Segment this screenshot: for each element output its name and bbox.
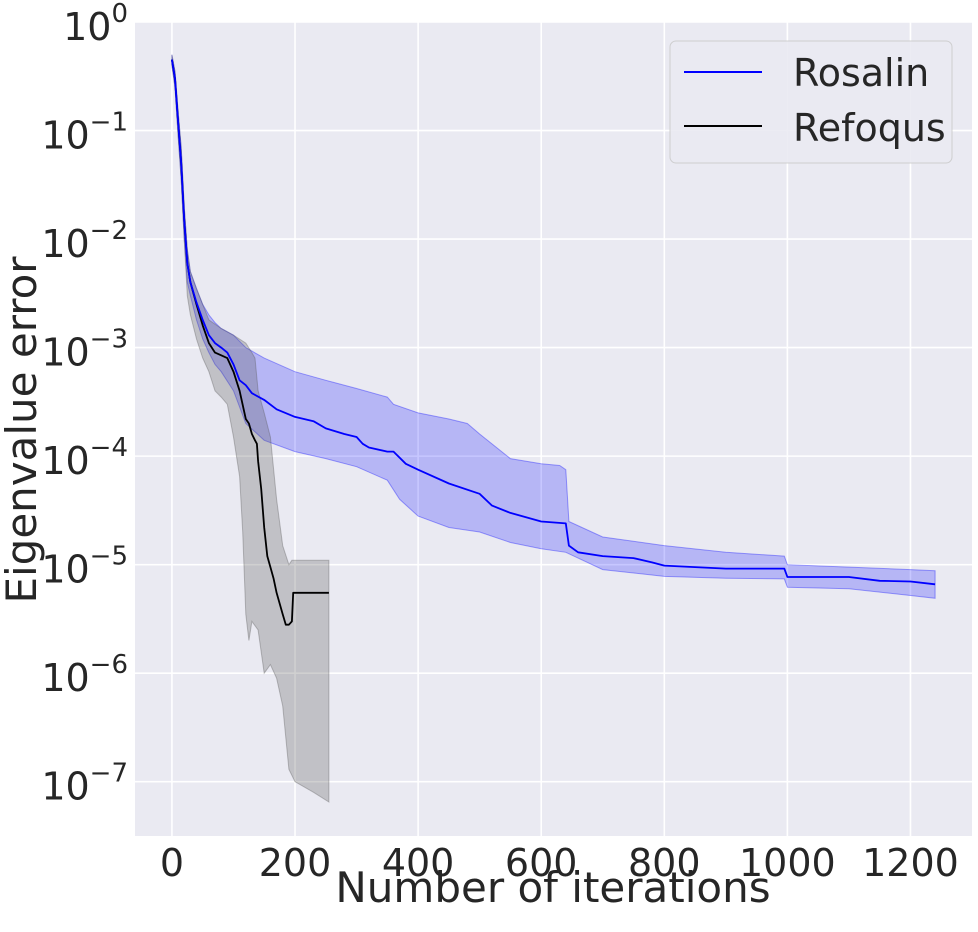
- x-tick-labels: 0 200 400 600 800 1000 1200: [160, 841, 959, 885]
- y-tick-label: 10−3: [41, 325, 128, 375]
- line-rosalin: [171, 59, 936, 586]
- y-axis-title: Eigenvalue error: [0, 256, 46, 604]
- x-tick-label: 1200: [862, 841, 959, 885]
- x-tick-label: 0: [160, 841, 184, 885]
- legend: Rosalin Refoqus: [669, 40, 953, 164]
- y-tick-label: 10−7: [41, 759, 128, 809]
- x-tick-label: 200: [259, 841, 332, 885]
- x-tick-label: 1000: [739, 841, 836, 885]
- x-axis-title: Number of iterations: [335, 863, 770, 912]
- legend-label-refoqus: Refoqus: [793, 106, 946, 150]
- y-tick-label: 10−4: [41, 433, 128, 483]
- series-lines: [171, 59, 936, 626]
- grid: [135, 21, 972, 836]
- legend-label-rosalin: Rosalin: [793, 51, 929, 95]
- y-tick-label: 10−5: [41, 542, 128, 592]
- band-rosalin: [171, 54, 936, 599]
- y-tick-label: 10−6: [41, 650, 128, 700]
- y-tick-label: 100: [63, 0, 128, 49]
- x-tick-label: 400: [382, 841, 455, 885]
- y-tick-label: 10−1: [41, 108, 128, 158]
- x-tick-label: 600: [505, 841, 578, 885]
- y-tick-labels: 100 10−1 10−2 10−3 10−4 10−5 10−6 10−7: [41, 0, 128, 809]
- y-tick-label: 10−2: [41, 216, 128, 266]
- x-tick-label: 800: [628, 841, 701, 885]
